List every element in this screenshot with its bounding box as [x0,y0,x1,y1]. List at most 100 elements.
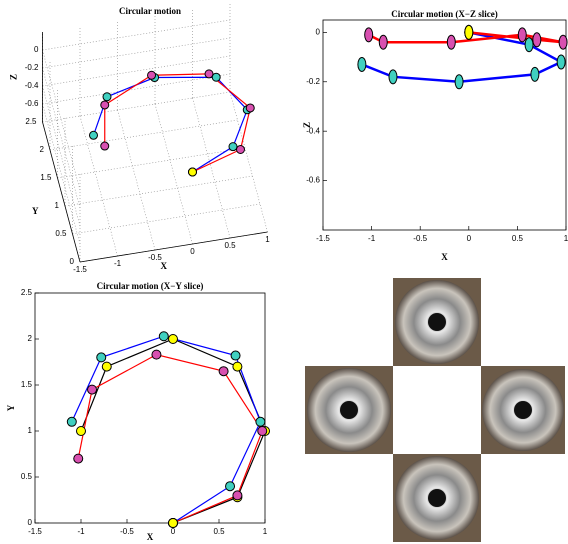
marker [204,69,214,79]
z-tick-label: 0 [34,45,39,54]
grid-line [42,91,231,123]
x-tick-label: 0.5 [213,527,225,536]
y-tick-label: 0 [316,27,321,36]
x-tick-label: -1.5 [73,265,87,274]
marker [378,34,388,50]
grid-line [49,119,238,151]
y-tick-label: 0 [28,518,33,527]
x-tick-label: -0.5 [148,253,162,262]
grid-line [64,175,253,207]
marker [257,426,268,436]
y-tick-label: 0.5 [21,472,33,481]
marker [228,142,238,152]
x-axis-label: X [161,261,168,271]
marker [76,426,86,436]
grid-line [117,109,156,251]
y-tick-label: 1.5 [21,380,33,389]
z-axis-label: Z [9,74,19,80]
marker [87,384,98,395]
marker [255,416,266,427]
x-tick-label: 0.5 [224,241,236,250]
chart-panel: Circular motion -1.5 -1 -0.5 0 0.5 1 0 0.5 1 1.5 2 2… [9,2,270,274]
grid-line [42,19,231,51]
marker [151,349,162,360]
grid-line [42,85,81,227]
grid-line [57,147,246,179]
marker [100,141,110,151]
y-tick-label: 1.5 [40,173,52,182]
marker [89,130,98,140]
start-marker [464,24,474,40]
fisheye-image [481,366,565,454]
grid-line [79,115,118,257]
x-tick-label: 0.5 [512,234,524,243]
marker [211,72,221,82]
x-tick-label: 1 [564,234,568,243]
y-tick-label: -0.4 [306,126,320,135]
y-tick-label: 1 [28,426,33,435]
x-axis-label: X [147,532,154,542]
x-axis-label: X [441,252,448,262]
marker [96,352,107,363]
grid-line [42,49,81,191]
y-tick-label: 1 [55,201,60,210]
x-tick-label: -0.5 [120,527,134,536]
chart-panel: Circular motion (X−Z slice) -1.5 -1 -0.5 0 0.… [302,9,568,262]
marker [66,416,77,427]
x-tick-label: -0.5 [413,234,427,243]
marker [225,481,236,492]
start-marker [168,518,178,528]
marker [245,103,255,113]
grid-line [42,67,81,209]
y-tick-label: 0.5 [55,229,67,238]
marker [102,92,112,102]
marker [558,34,568,50]
grid-line [192,97,231,239]
marker [524,37,534,53]
x-tick-label: 0 [467,234,472,243]
marker [232,361,243,372]
y-axis [42,121,81,263]
marker [218,366,229,377]
fisheye-image [305,366,393,454]
x-tick-label: -1 [368,234,376,243]
fisheye-image [393,454,481,542]
marker [517,27,527,43]
y-tick-label: 2.5 [21,288,33,297]
marker [454,74,464,90]
x-axis [79,231,268,263]
fisheye-image [393,278,481,366]
marker [158,331,169,342]
z-tick-label: -0.4 [25,81,39,90]
grid-line [42,103,81,245]
x-tick-label: 0 [171,527,176,536]
marker [388,69,398,85]
grid-line [42,73,231,105]
y-axis-label: Y [32,206,39,216]
x-tick-label: -1.5 [316,234,330,243]
x-tick-label: -1 [77,527,85,536]
z-tick-label: -0.2 [25,63,39,72]
y-axis-label: Y [6,404,16,411]
y-tick-label: -0.6 [306,176,320,185]
chart-panel: Circular motion (X−Y slice) -1.5 -1 -0.5 0 0.… [6,281,270,542]
x-tick-label: 1 [265,235,270,244]
y-tick-label: 2 [40,145,45,154]
x-tick-label: 1 [263,527,268,536]
y-tick-label: -0.2 [306,77,320,86]
chart-title: Circular motion (X−Y slice) [97,281,204,291]
marker [446,34,456,50]
marker [101,361,112,372]
x-tick-label: -1 [114,259,122,268]
chart-title: Circular motion [119,6,181,16]
marker [100,100,110,110]
chart-title: Circular motion (X−Z slice) [391,9,498,19]
y-axis-label: Z [302,122,312,128]
marker [73,453,84,464]
marker [364,27,374,43]
marker [236,145,245,154]
marker [532,32,542,48]
z-tick-label: -0.6 [25,99,39,108]
grid-line [229,91,268,233]
